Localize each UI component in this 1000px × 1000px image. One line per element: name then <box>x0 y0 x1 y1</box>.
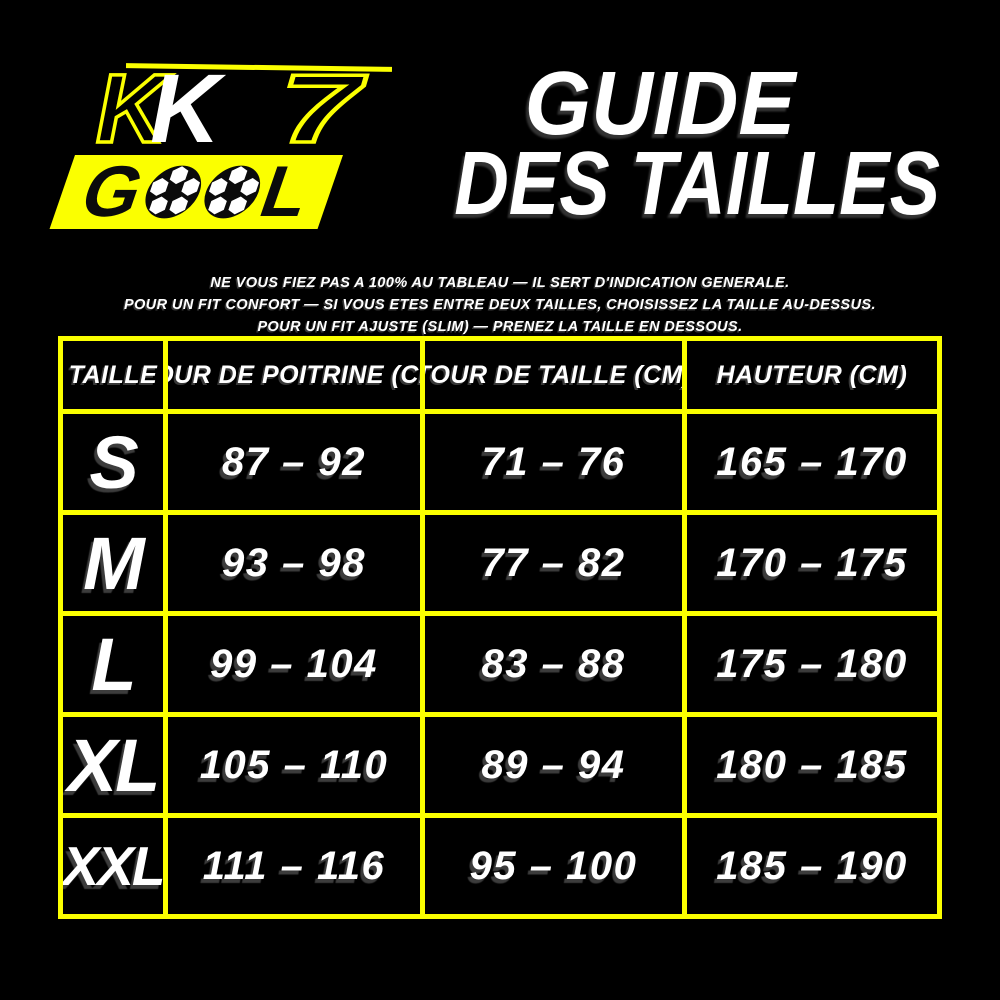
logo-letter-k-solid: K <box>150 54 221 163</box>
chest-range-s: 87 – 92 <box>168 414 420 510</box>
logo-kk7: K K 7 <box>94 54 363 163</box>
size-table: TAILLE TOUR DE POITRINE (CM) TOUR DE TAI… <box>58 336 942 919</box>
column-header-taille: TAILLE <box>63 341 163 409</box>
chest-range-xxl: 111 – 116 <box>168 818 420 914</box>
size-label-m: M <box>63 515 163 611</box>
size-label-s: S <box>63 414 163 510</box>
height-range-xl: 180 – 185 <box>687 717 937 813</box>
height-range-xxl: 185 – 190 <box>687 818 937 914</box>
page-title: GUIDE DES TAILLES <box>415 54 941 234</box>
waist-range-m: 77 – 82 <box>425 515 682 611</box>
size-label-xxl: XXL <box>63 818 163 914</box>
disclaimer-line-3: POUR UN FIT AJUSTE (SLIM) — PRENEZ LA TA… <box>257 319 743 335</box>
height-range-s: 165 – 170 <box>687 414 937 510</box>
height-range-m: 170 – 175 <box>687 515 937 611</box>
column-header-poitrine: TOUR DE POITRINE (CM) <box>168 341 420 409</box>
size-label-xl: XL <box>63 717 163 813</box>
waist-range-l: 83 – 88 <box>425 616 682 712</box>
waist-range-xxl: 95 – 100 <box>425 818 682 914</box>
column-header-tour-taille: TOUR DE TAILLE (CM) <box>425 341 682 409</box>
page-title-line2: DES TAILLES <box>454 134 941 234</box>
soccer-ball-icon <box>144 165 201 219</box>
logo-wordmark-gool: G <box>49 152 344 232</box>
height-range-l: 175 – 180 <box>687 616 937 712</box>
chest-range-xl: 105 – 110 <box>168 717 420 813</box>
fit-disclaimer: NE VOUS FIEZ PAS A 100% AU TABLEAU — IL … <box>0 272 1000 338</box>
soccer-ball-icon <box>203 165 260 219</box>
logo-number-seven: 7 <box>278 54 364 163</box>
brand-logo: K K 7 G <box>49 54 410 238</box>
chest-range-l: 99 – 104 <box>168 616 420 712</box>
disclaimer-line-1: NE VOUS FIEZ PAS A 100% AU TABLEAU — IL … <box>210 275 790 291</box>
waist-range-s: 71 – 76 <box>425 414 682 510</box>
logo-letter-k-outline: K <box>94 54 168 163</box>
page-title-line1: GUIDE <box>524 54 796 154</box>
disclaimer-line-2: POUR UN FIT CONFORT — SI VOUS ETES ENTRE… <box>124 297 876 313</box>
waist-range-xl: 89 – 94 <box>425 717 682 813</box>
column-header-hauteur: HAUTEUR (CM) <box>687 341 937 409</box>
size-label-l: L <box>63 616 163 712</box>
chest-range-m: 93 – 98 <box>168 515 420 611</box>
